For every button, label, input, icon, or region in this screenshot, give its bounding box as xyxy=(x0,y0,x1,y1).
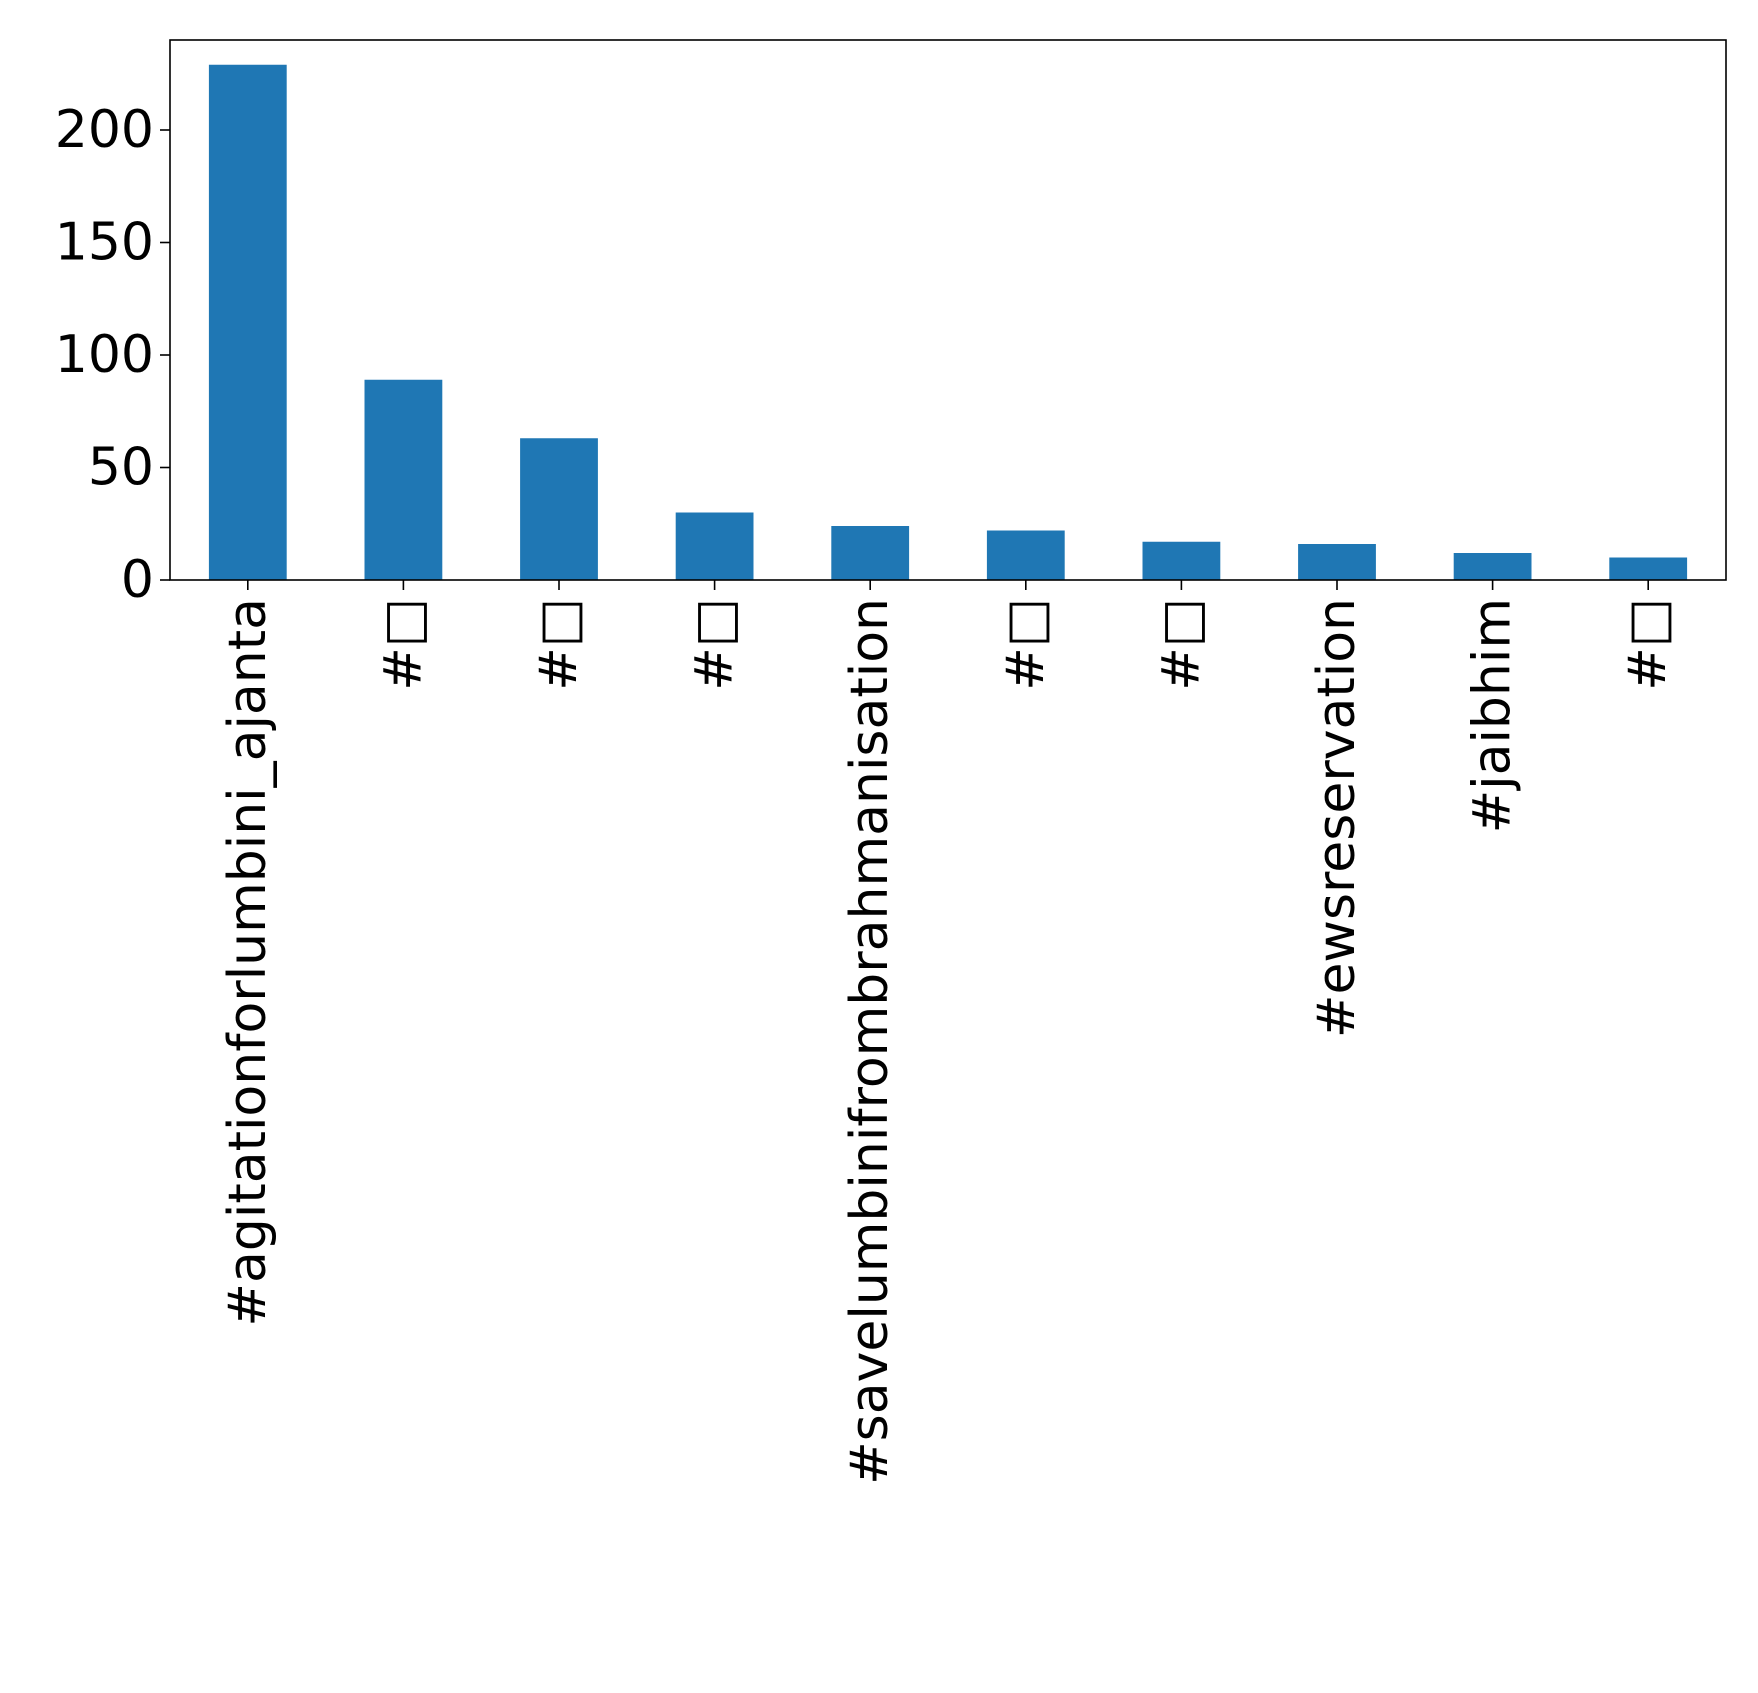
bars-group xyxy=(208,64,1688,580)
y-tick-label-0: 0 xyxy=(121,550,154,610)
bar-1 xyxy=(364,379,443,580)
y-tick-label-1: 50 xyxy=(88,438,154,498)
bar-7 xyxy=(1298,544,1376,580)
x-tick-label-9: #□ xyxy=(1618,598,1678,691)
x-tick-label-8: #jaibhim xyxy=(1463,598,1523,833)
plot-frame xyxy=(169,39,1727,581)
bar-4 xyxy=(831,526,910,580)
bar-0 xyxy=(208,64,287,580)
x-tick-label-3: #□ xyxy=(685,598,745,691)
bar-2 xyxy=(520,438,598,580)
x-axis: #agitationforlumbini_ajanta #□ #□ #□ #savelu… xyxy=(218,580,1678,1485)
y-axis: 0 50 100 150 200 xyxy=(55,100,170,610)
y-tick-label-3: 150 xyxy=(55,213,154,273)
x-tick-label-4: #savelumbinifrombrahmanisation xyxy=(840,598,900,1485)
y-tick-label-2: 100 xyxy=(55,325,154,385)
x-tick-label-0: #agitationforlumbini_ajanta xyxy=(218,598,278,1327)
x-tick-label-2: #□ xyxy=(529,598,589,691)
bar-8 xyxy=(1453,553,1532,580)
y-tick-label-4: 200 xyxy=(55,100,154,160)
x-tick-label-5: #□ xyxy=(996,598,1056,691)
bar-9 xyxy=(1609,557,1688,580)
x-tick-label-6: #□ xyxy=(1151,598,1211,691)
x-tick-label-7: #ewsreservation xyxy=(1307,598,1367,1038)
bar-6 xyxy=(1142,541,1221,580)
bar-3 xyxy=(675,512,754,580)
bar-5 xyxy=(986,530,1065,580)
x-tick-label-1: #□ xyxy=(373,598,433,691)
